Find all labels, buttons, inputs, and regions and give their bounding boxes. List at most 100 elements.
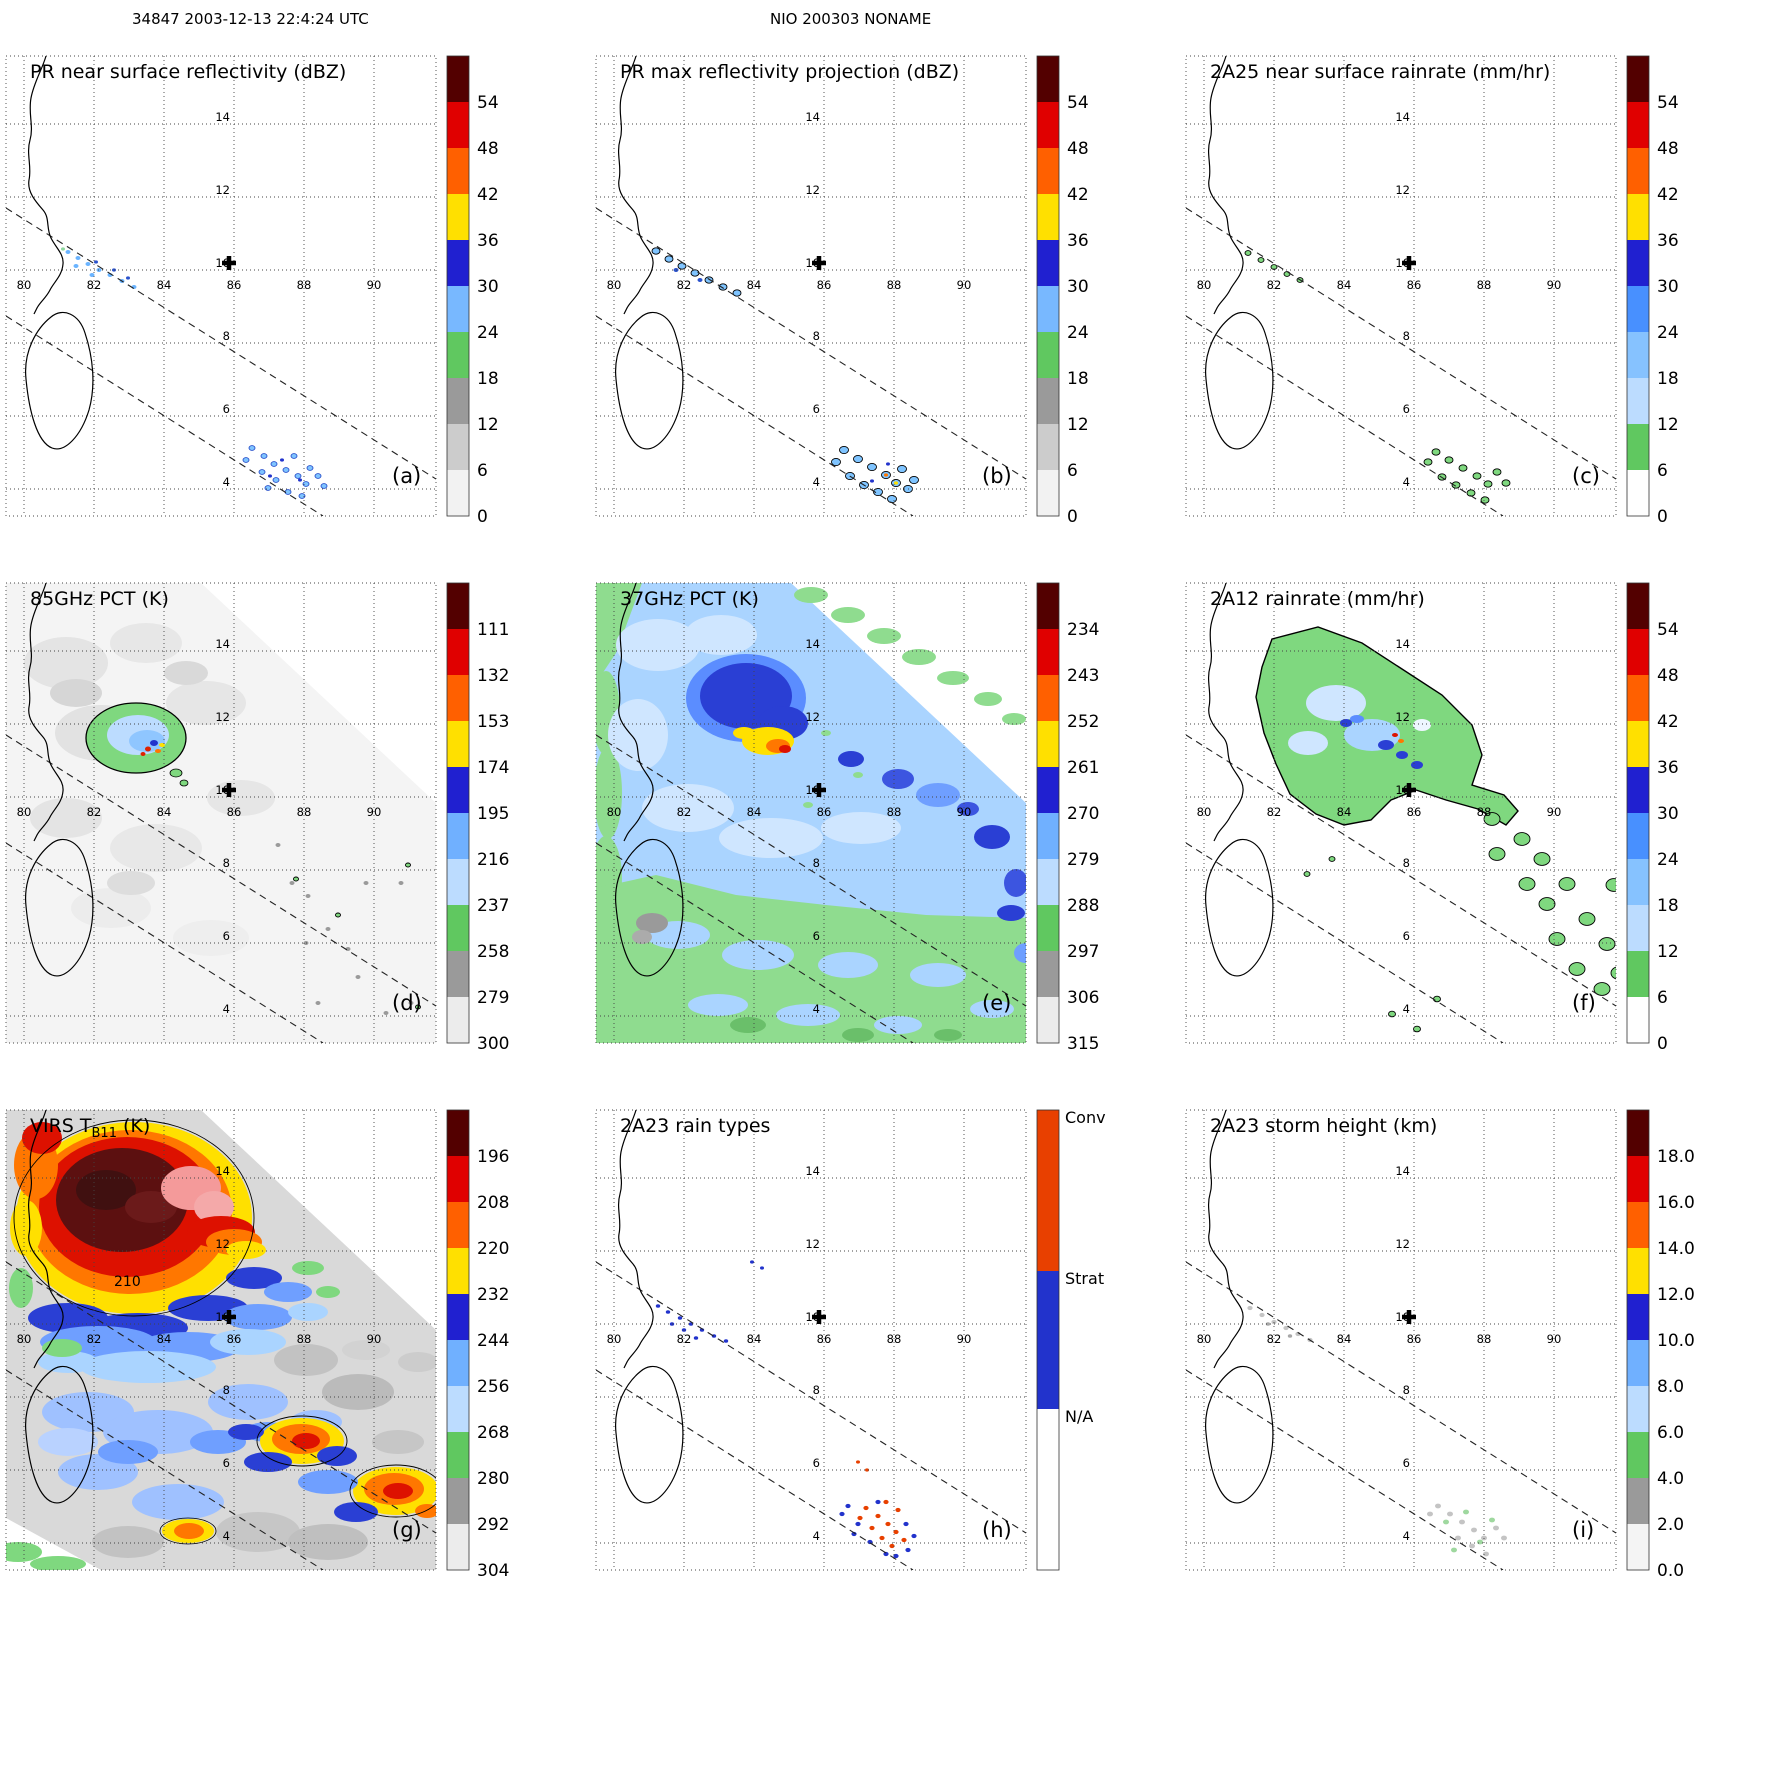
svg-text:88: 88	[887, 805, 902, 819]
panel-i: 808284868890141210864 (i) 2A23 storm heigh…	[1180, 1082, 1770, 1609]
colorbar-tick: 36	[1657, 231, 1679, 251]
map: 808284868890141210864	[595, 1109, 1027, 1571]
svg-text:84: 84	[747, 805, 762, 819]
panel-g: 210808284868890141210864(g)VIRS TB11 (K)…	[0, 1082, 590, 1609]
colorbar-tick: 30	[1657, 277, 1679, 297]
colorbar-tick: 153	[477, 712, 509, 732]
colorbar-tick: 315	[1067, 1034, 1099, 1054]
svg-text:4: 4	[223, 1002, 230, 1016]
svg-text:84: 84	[1337, 805, 1352, 819]
svg-text:14: 14	[1395, 637, 1410, 651]
colorbar-tick: 8.0	[1657, 1377, 1684, 1397]
svg-text:84: 84	[1337, 278, 1352, 292]
panel-c-figure: 808284868890141210864(c)2A25 near surfac…	[1185, 55, 1679, 527]
colorbar-tick: 12	[1657, 942, 1679, 962]
colorbar-tick: 30	[477, 277, 499, 297]
colorbar-tick: 208	[477, 1193, 509, 1213]
cross-marker	[222, 783, 236, 797]
panel-letter: (i)	[1572, 1518, 1594, 1542]
colorbar-tick: 234	[1067, 620, 1099, 640]
colorbar: 196 208 220 232 244 256 268 280 292 304	[446, 1109, 509, 1581]
svg-text:82: 82	[677, 278, 692, 292]
svg-text:14: 14	[215, 110, 230, 124]
svg-text:86: 86	[817, 1332, 832, 1346]
grid-lines	[5, 582, 437, 1044]
colorbar-tick: 18	[1657, 896, 1679, 916]
grid-lines	[595, 1109, 1027, 1571]
colorbar: 18.0 16.0 14.0 12.0 10.0 8.0 6.0 4.0 2.0 0.0	[1626, 1109, 1695, 1581]
svg-text:80: 80	[17, 1332, 32, 1346]
swath-lines	[6, 734, 436, 1043]
panel-h-figure: 808284868890141210864(h)2A23 rain typesC…	[595, 1108, 1106, 1571]
svg-text:82: 82	[677, 805, 692, 819]
axis-labels: 808284868890141210864	[17, 1164, 382, 1543]
svg-text:14: 14	[215, 637, 230, 651]
map: 808284868890141210864	[5, 55, 437, 517]
coastline-india	[27, 1109, 64, 1369]
svg-text:84: 84	[157, 805, 172, 819]
storm-name-header: NIO 200303 NONAME	[770, 10, 932, 28]
colorbar-tick: 0	[1657, 1034, 1668, 1054]
colorbar-tick: 6	[477, 461, 488, 481]
svg-text:6: 6	[1403, 402, 1410, 416]
colorbar-tick: 16.0	[1657, 1193, 1695, 1213]
axis-labels: 808284868890141210864	[1197, 637, 1562, 1016]
svg-text:80: 80	[607, 805, 622, 819]
colorbar-tick: 306	[1067, 988, 1099, 1008]
colorbar-tick: 12	[477, 415, 499, 435]
map: 210808284868890141210864	[5, 1109, 437, 1571]
axis-labels: 808284868890141210864	[1197, 1164, 1562, 1543]
data-field	[655, 1260, 917, 1559]
svg-text:12: 12	[215, 710, 230, 724]
svg-text:86: 86	[227, 805, 242, 819]
panel-title: 37GHz PCT (K)	[620, 588, 759, 610]
colorbar-tick: 0	[477, 507, 488, 527]
svg-text:86: 86	[817, 278, 832, 292]
svg-text:86: 86	[817, 805, 832, 819]
colorbar-tick: 297	[1067, 942, 1099, 962]
colorbar-tick: 48	[1067, 139, 1089, 159]
colorbar-tick: 256	[477, 1377, 509, 1397]
svg-text:82: 82	[1267, 278, 1282, 292]
svg-text:88: 88	[1477, 278, 1492, 292]
svg-text:82: 82	[1267, 805, 1282, 819]
grid-lines	[5, 1109, 437, 1571]
panel-d-figure: 808284868890141210864(d)85GHz PCT (K)111…	[5, 582, 509, 1054]
svg-text:88: 88	[1477, 805, 1492, 819]
coastline-india	[27, 55, 64, 315]
panel-letter: (a)	[392, 464, 421, 488]
colorbar-tick: 18.0	[1657, 1147, 1695, 1167]
axis-labels: 808284868890141210864	[607, 1164, 972, 1543]
axis-labels: 808284868890141210864	[17, 637, 382, 1016]
coastline-india	[617, 582, 654, 842]
svg-text:88: 88	[297, 1332, 312, 1346]
svg-text:80: 80	[1197, 278, 1212, 292]
colorbar-tick: 48	[477, 139, 499, 159]
map: 808284868890141210864	[595, 582, 1027, 1044]
axis-labels: 808284868890141210864	[17, 110, 382, 489]
svg-text:8: 8	[813, 1383, 820, 1397]
svg-text:80: 80	[17, 278, 32, 292]
colorbar-label: Strat	[1065, 1269, 1104, 1288]
coastline-india	[1207, 55, 1244, 315]
svg-text:88: 88	[297, 278, 312, 292]
coastline-srilanka	[25, 839, 94, 977]
panel-title: VIRS TB11 (K)	[30, 1115, 150, 1141]
svg-text:90: 90	[957, 278, 972, 292]
colorbar: 234 243 252 261 270 279 288 297 306 315	[1036, 582, 1099, 1054]
colorbar-tick: 24	[477, 323, 499, 343]
panel-letter: (e)	[982, 991, 1011, 1015]
colorbar-tick: 300	[477, 1034, 509, 1054]
svg-text:4: 4	[813, 1529, 820, 1543]
svg-text:14: 14	[805, 637, 820, 651]
panel-f: 808284868890141210864(f)2A12 rainrate (m…	[1180, 555, 1770, 1082]
swath-lines	[6, 207, 436, 516]
swath-lines	[1186, 734, 1616, 1043]
svg-text:6: 6	[223, 402, 230, 416]
map: 808284868890141210864	[1185, 1109, 1617, 1571]
axis-labels: 808284868890141210864	[607, 110, 972, 489]
colorbar-tick: 0.0	[1657, 1561, 1684, 1581]
panel-a-figure: 808284868890141210864(a)PR near surface …	[5, 55, 499, 527]
panel-title: 2A23 storm height (km)	[1210, 1115, 1437, 1137]
